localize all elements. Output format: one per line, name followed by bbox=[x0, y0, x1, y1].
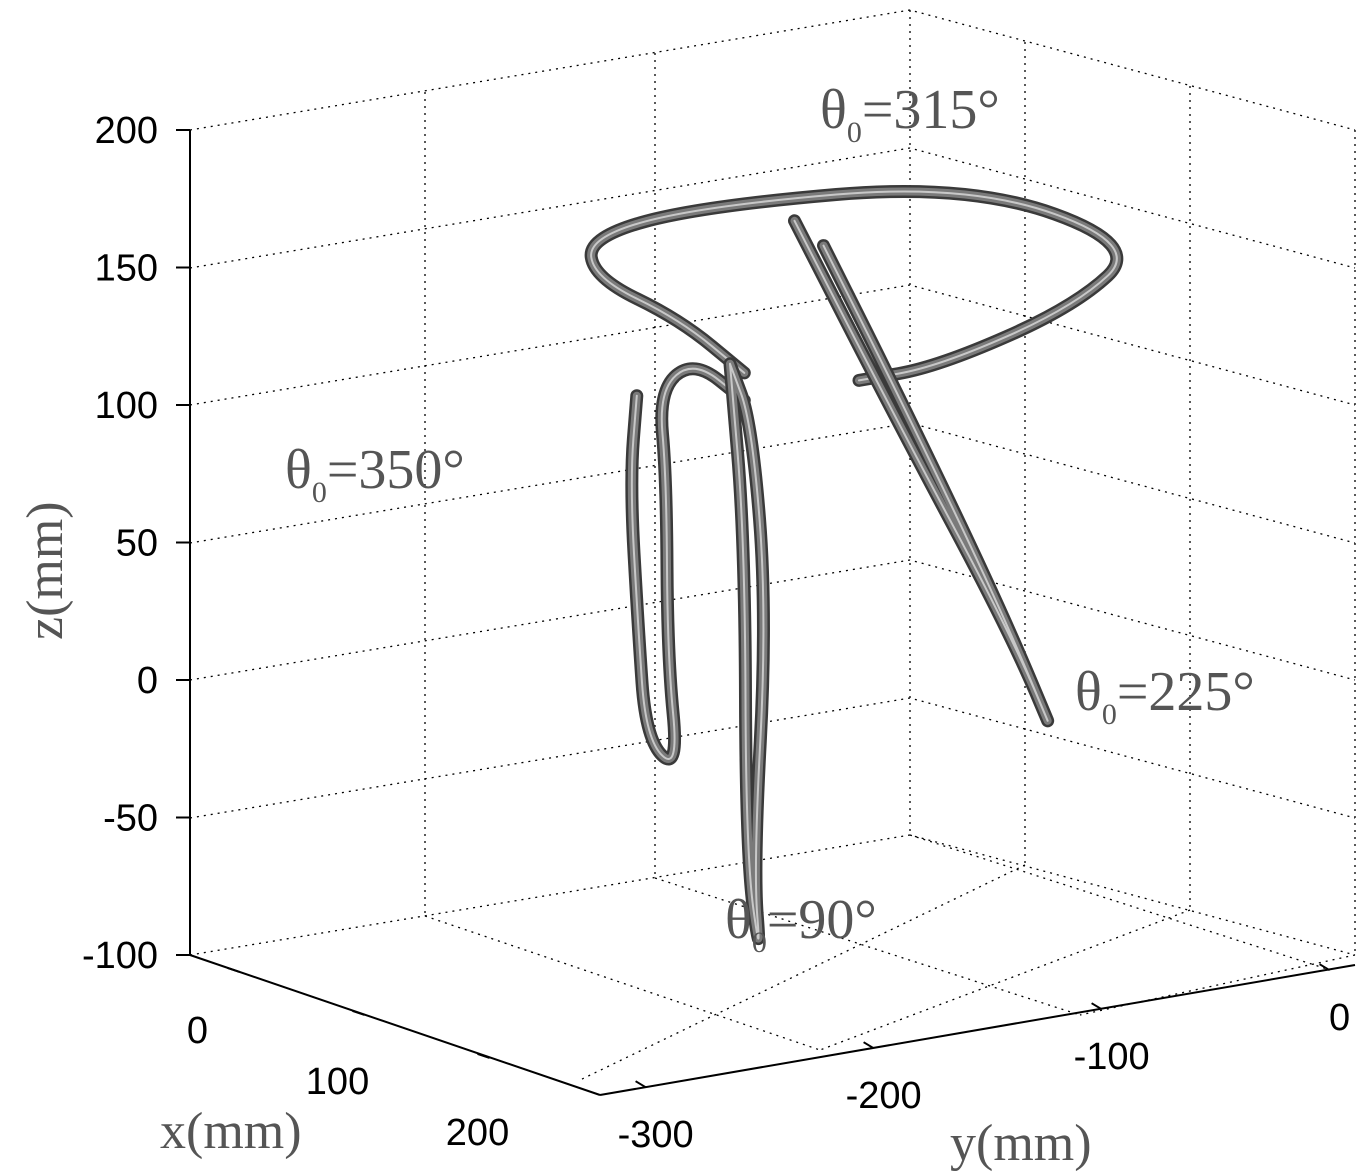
z-tick-label: 150 bbox=[95, 248, 158, 290]
trajectory-lines bbox=[584, 184, 1124, 946]
trajectory-line-highlight bbox=[630, 367, 746, 761]
z-tick-label: 50 bbox=[116, 523, 158, 565]
trajectory-line-outline bbox=[584, 184, 1124, 387]
z-tick-label: -50 bbox=[103, 798, 158, 840]
y-axis-label: y(mm) bbox=[950, 1115, 1092, 1172]
trajectory-line-highlight bbox=[590, 190, 1118, 382]
trajectory-line-outline bbox=[625, 362, 751, 766]
theta-annotation: θ0=225° bbox=[1075, 661, 1255, 731]
y-tick-label: 0 bbox=[1329, 997, 1350, 1039]
y-tick-label: -200 bbox=[846, 1075, 922, 1117]
annotation-value: =315° bbox=[862, 79, 1000, 141]
z-axis-ticks: -100 -50 0 50 100 150 200 bbox=[82, 110, 190, 977]
trajectory-line-highlight bbox=[793, 219, 1049, 722]
x-tick-label: 100 bbox=[306, 1061, 369, 1103]
x-axis-ticks: 0 100 200 bbox=[187, 966, 509, 1154]
y-tick-mark bbox=[1091, 1002, 1103, 1011]
annotation-value: =350° bbox=[327, 439, 465, 501]
annotation-subscript: 0 bbox=[312, 476, 327, 509]
theta-annotation: θ0=350° bbox=[285, 439, 465, 509]
annotation-value: =225° bbox=[1117, 661, 1255, 723]
annotation-base: θ bbox=[285, 439, 312, 501]
x-tick-mark bbox=[352, 1009, 365, 1016]
y-tick-mark bbox=[863, 1041, 875, 1050]
theta-annotation: θ0=90° bbox=[725, 889, 877, 959]
annotation-base: θ bbox=[725, 889, 752, 951]
y-tick-mark bbox=[635, 1080, 647, 1089]
annotation-subscript: 0 bbox=[1102, 698, 1117, 731]
y-tick-label: -100 bbox=[1074, 1036, 1150, 1078]
x-tick-label: 0 bbox=[187, 1010, 208, 1052]
z-tick-label: 100 bbox=[95, 385, 158, 427]
y-axis-ticks: -300 -200 -100 0 bbox=[618, 963, 1350, 1156]
annotation-subscript: 0 bbox=[847, 116, 862, 149]
z-tick-label: 200 bbox=[95, 110, 158, 152]
trajectory-line-highlight bbox=[729, 362, 765, 940]
annotation-subscript: 0 bbox=[752, 926, 767, 959]
z-tick-label: 0 bbox=[137, 660, 158, 702]
y-tick-label: -300 bbox=[618, 1114, 694, 1156]
y-tick-mark bbox=[1319, 963, 1331, 972]
x-tick-mark bbox=[227, 966, 240, 973]
x-tick-label: 200 bbox=[446, 1112, 509, 1154]
x-axis-label: x(mm) bbox=[160, 1103, 302, 1160]
annotations: θ0=315°θ0=350°θ0=225°θ0=90° bbox=[285, 79, 1255, 959]
annotation-base: θ bbox=[820, 79, 847, 141]
theta-annotation: θ0=315° bbox=[820, 79, 1000, 149]
x-tick-mark bbox=[477, 1052, 490, 1059]
z-axis-label: z(mm) bbox=[17, 501, 74, 640]
z-tick-label: -100 bbox=[82, 935, 158, 977]
annotation-value: =90° bbox=[767, 889, 877, 951]
annotation-base: θ bbox=[1075, 661, 1102, 723]
